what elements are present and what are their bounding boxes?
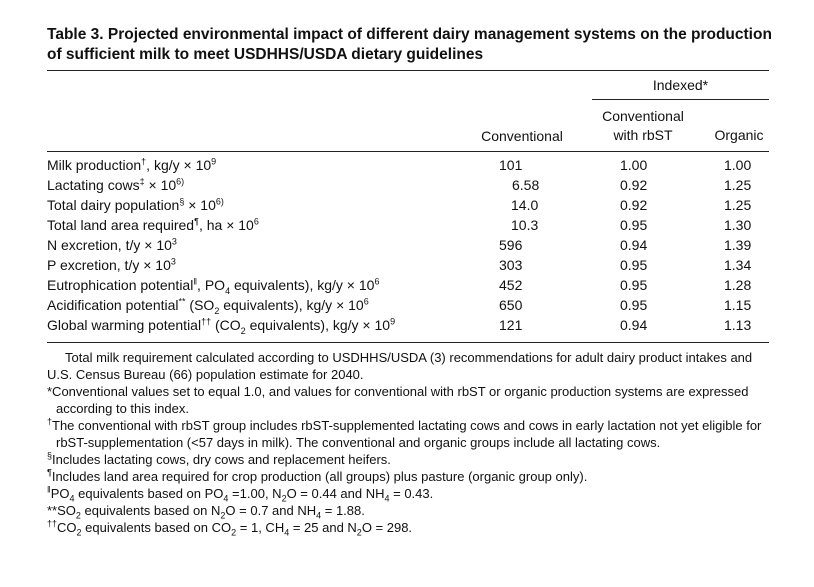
value-organic: 1.25 <box>724 177 752 193</box>
value-conventional-rbst: 0.94 <box>620 237 648 253</box>
header-conventional-rbst-line1: Conventional <box>602 108 684 124</box>
footnote-so2: **SO2 equivalents based on N2O = 0.7 and… <box>47 503 365 521</box>
value-organic: 1.28 <box>724 277 752 293</box>
header-conventional: Conventional <box>481 128 563 144</box>
value-conventional-rbst: 0.94 <box>620 317 648 333</box>
header-indexed: Indexed* <box>652 77 709 93</box>
table-row: Eutrophication potentialǁ, PO4 equivalen… <box>47 275 777 295</box>
table-row: Total land area required¶, ha × 106 10.3 0… <box>47 215 777 235</box>
row-label: Total dairy population§ × 106) <box>47 196 224 213</box>
header-conventional-rbst-line2: with rbST <box>613 127 673 143</box>
value-conventional: 596 <box>499 237 523 253</box>
table-row: P excretion, t/y × 103 303 0.95 1.34 <box>47 255 777 275</box>
value-conventional: 6.58 <box>512 177 540 193</box>
value-conventional: 14.0 <box>511 197 539 213</box>
value-organic: 1.39 <box>724 237 752 253</box>
value-organic: 1.25 <box>724 197 752 213</box>
table-title: Table 3. Projected environmental impact … <box>47 26 772 63</box>
row-label: Acidification potential** (SO2 equivalen… <box>47 296 369 316</box>
row-label: Lactating cows‡ × 106) <box>47 176 185 193</box>
header-rule <box>47 151 769 152</box>
value-conventional: 10.3 <box>511 217 539 233</box>
value-organic: 1.30 <box>724 217 752 233</box>
value-conventional: 303 <box>499 257 523 273</box>
footnote-dairy-population: §Includes lactating cows, dry cows and r… <box>47 450 391 467</box>
footnote-total-milk: Total milk requirement calculated accord… <box>47 350 753 382</box>
row-label: Milk production†, kg/y × 109 <box>47 156 217 173</box>
header-organic: Organic <box>714 127 764 143</box>
footnote-po4: ǁPO4 equivalents based on PO4 =1.00, N2O… <box>47 484 434 504</box>
value-conventional: 650 <box>499 297 523 313</box>
footnote-rbst: †The conventional with rbST group includ… <box>47 416 762 450</box>
value-conventional-rbst: 0.95 <box>620 217 648 233</box>
table-row: Lactating cows‡ × 106) 6.58 0.92 1.25 <box>47 175 777 195</box>
value-conventional-rbst: 0.92 <box>620 197 648 213</box>
bottom-rule <box>47 342 769 343</box>
row-label: Total land area required¶, ha × 106 <box>47 216 259 233</box>
value-conventional: 101 <box>499 157 523 173</box>
footnote-indexed: *Conventional values set to equal 1.0, a… <box>47 384 749 416</box>
table-row: Global warming potential†† (CO2 equivale… <box>47 315 777 335</box>
value-organic: 1.34 <box>724 257 752 273</box>
table-row: Milk production†, kg/y × 109 101 1.00 1.00 <box>47 155 777 175</box>
value-conventional-rbst: 0.95 <box>620 277 648 293</box>
value-conventional-rbst: 0.95 <box>620 297 648 313</box>
row-label: Global warming potential†† (CO2 equivale… <box>47 316 396 336</box>
table-row: Acidification potential** (SO2 equivalen… <box>47 295 777 315</box>
value-conventional-rbst: 1.00 <box>620 157 648 173</box>
top-rule <box>47 70 769 71</box>
row-label: N excretion, t/y × 103 <box>47 236 177 253</box>
row-label: Eutrophication potentialǁ, PO4 equivalen… <box>47 276 380 296</box>
value-organic: 1.00 <box>724 157 752 173</box>
value-organic: 1.15 <box>724 297 752 313</box>
value-conventional: 121 <box>499 317 523 333</box>
value-organic: 1.13 <box>724 317 752 333</box>
table-row: N excretion, t/y × 103 596 0.94 1.39 <box>47 235 777 255</box>
row-label: P excretion, t/y × 103 <box>47 256 176 273</box>
value-conventional-rbst: 0.95 <box>620 257 648 273</box>
footnote-co2: ††CO2 equivalents based on CO2 = 1, CH4 … <box>47 518 413 538</box>
indexed-rule <box>592 99 769 100</box>
value-conventional-rbst: 0.92 <box>620 177 648 193</box>
value-conventional: 452 <box>499 277 523 293</box>
table-row: Total dairy population§ × 106) 14.0 0.92 1.… <box>47 195 777 215</box>
footnote-land-area: ¶Includes land area required for crop pr… <box>47 467 588 484</box>
table-footnotes: Total milk requirement calculated accord… <box>47 349 771 538</box>
